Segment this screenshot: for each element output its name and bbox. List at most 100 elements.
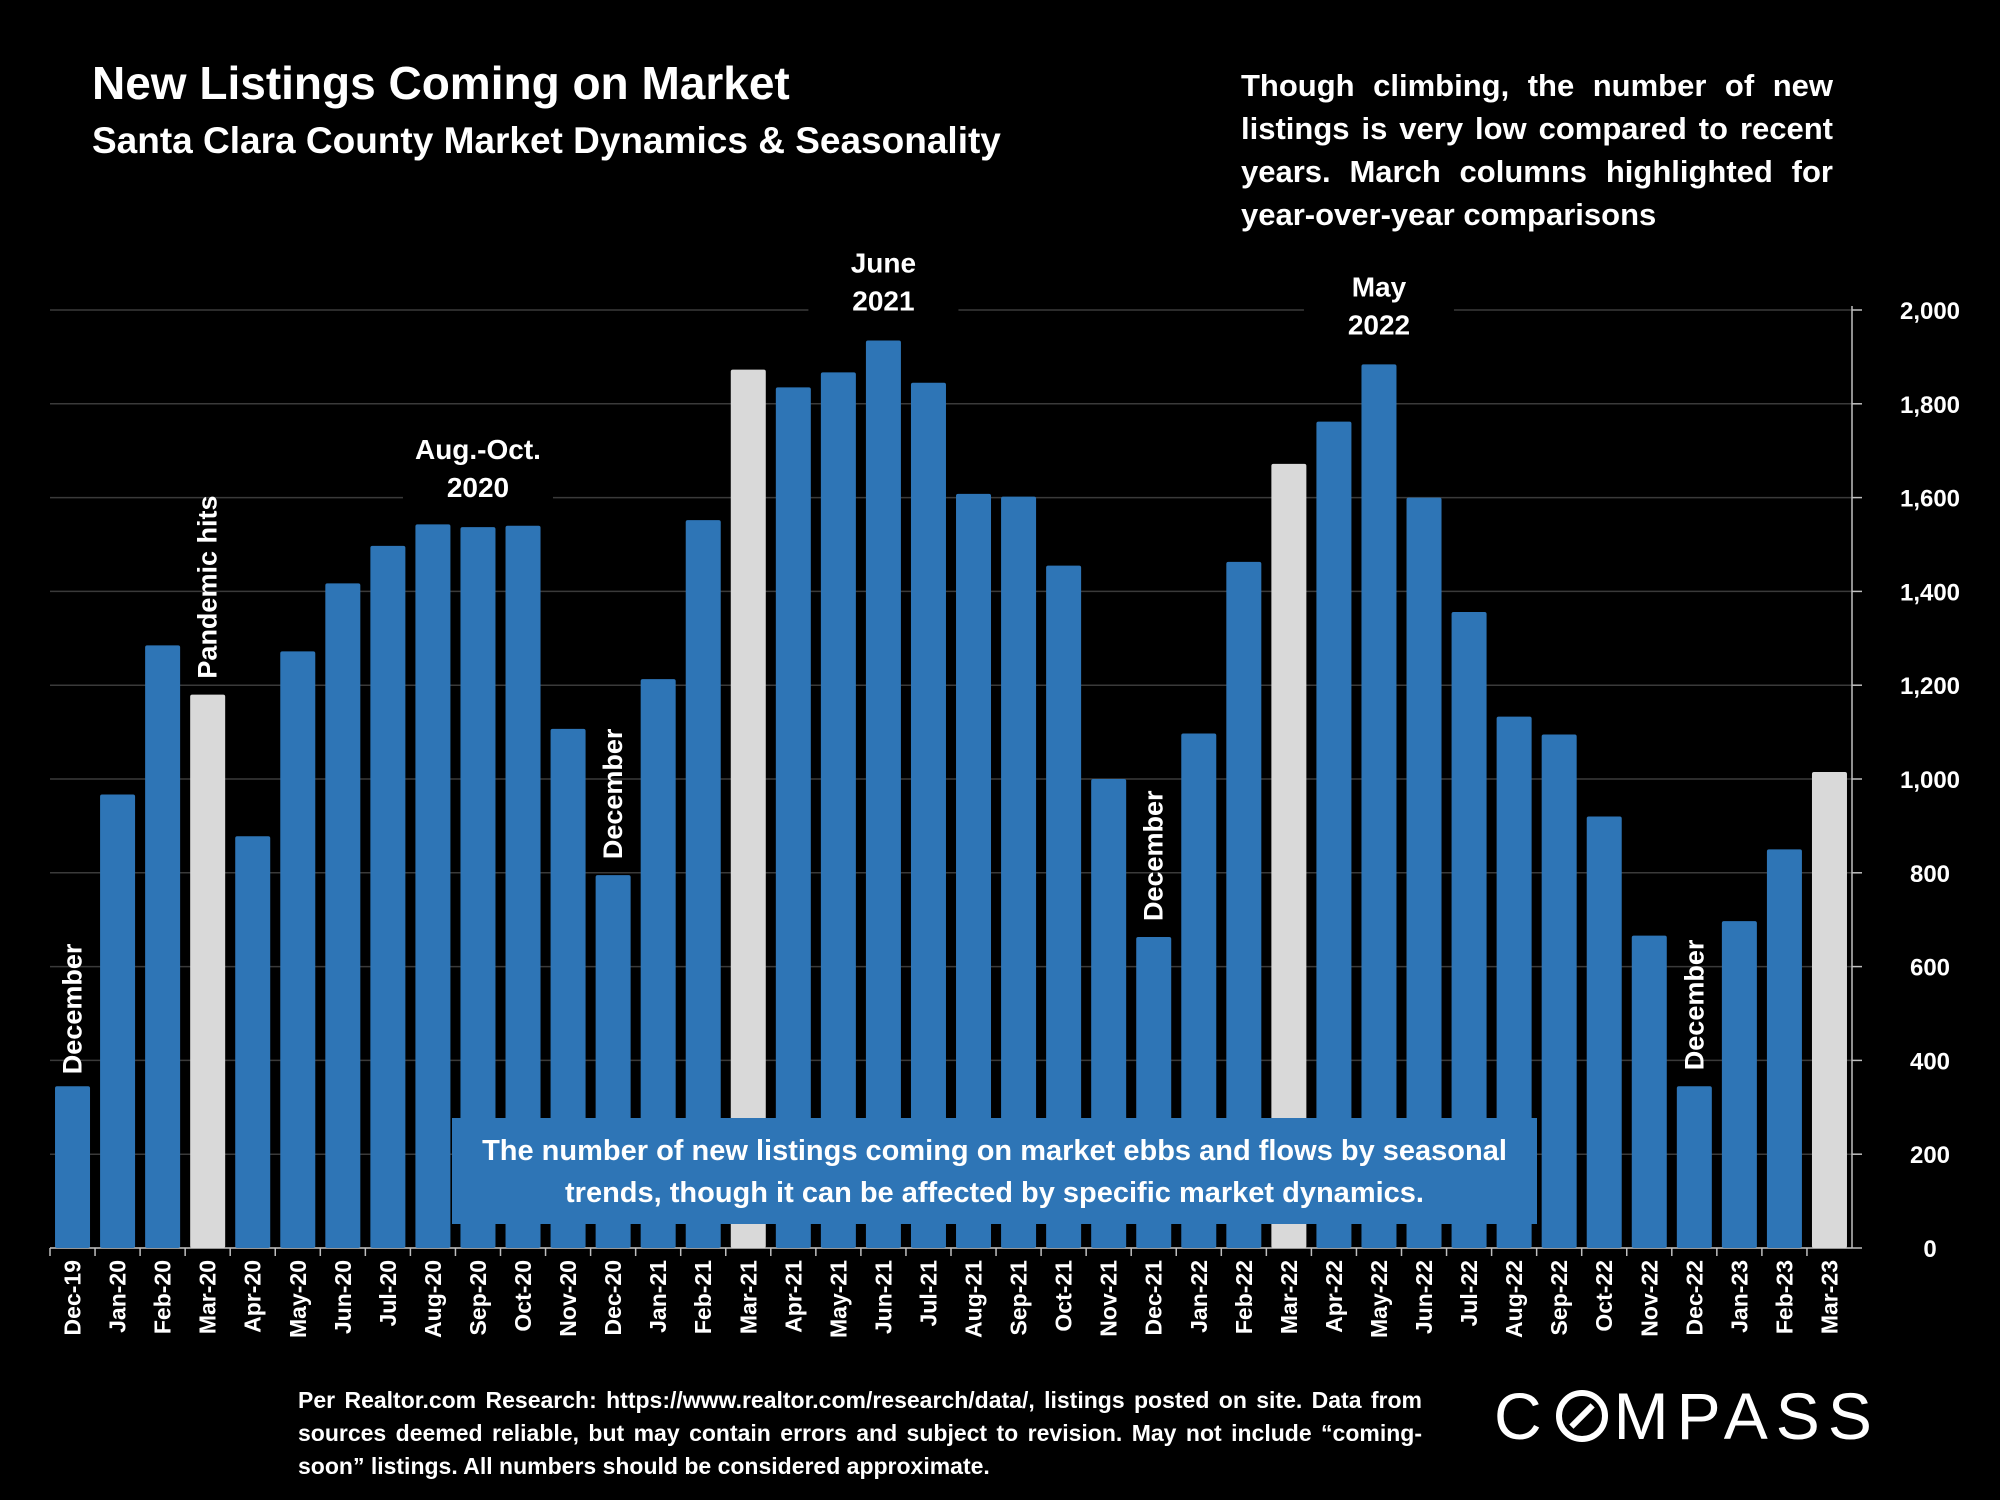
bar-sep-22	[1541, 734, 1577, 1248]
bar-may-20	[280, 651, 316, 1248]
bar-dec-22	[1676, 1086, 1712, 1248]
annotation-label: December	[1139, 790, 1169, 921]
annotation-label: June	[851, 247, 916, 278]
callout-text-line: trends, though it can be affected by spe…	[565, 1177, 1424, 1209]
x-tick-label: Aug-22	[1501, 1260, 1527, 1338]
x-tick-label: Jun-20	[330, 1260, 356, 1334]
x-tick-label: Sep-22	[1546, 1260, 1572, 1335]
x-tick-label: Jul-22	[1456, 1260, 1482, 1326]
x-tick-label: Oct-21	[1051, 1260, 1077, 1332]
annotation-label: December	[1679, 939, 1709, 1070]
bar-mar-21	[730, 369, 766, 1248]
annotation-backdrop	[402, 427, 553, 514]
x-tick-label: May-21	[825, 1260, 851, 1338]
x-tick-label: Jan-20	[105, 1260, 131, 1333]
y-tick-label: 1,400	[1900, 579, 1960, 606]
bar-jul-20	[370, 545, 406, 1248]
x-tick-label: Apr-22	[1321, 1260, 1347, 1333]
y-tick-label: 600	[1910, 955, 1950, 982]
y-tick-label: 1,600	[1900, 486, 1960, 513]
chart-note: Though climbing, the number of new listi…	[1241, 68, 1833, 232]
x-tick-label: Jun-21	[870, 1260, 896, 1334]
x-tick-label: Oct-22	[1591, 1260, 1617, 1332]
x-tick-label: Dec-22	[1681, 1260, 1707, 1335]
y-tick-label: 200	[1910, 1142, 1950, 1169]
x-tick-label: Jan-21	[645, 1260, 671, 1333]
x-tick-label: Oct-20	[510, 1260, 536, 1332]
x-tick-label: Feb-20	[150, 1260, 176, 1334]
bar-jan-20	[100, 794, 136, 1248]
x-tick-label: Nov-20	[555, 1260, 581, 1337]
bar-aug-20	[415, 524, 451, 1248]
x-tick-label: Feb-22	[1231, 1260, 1257, 1334]
annotation-backdrop	[808, 240, 959, 327]
x-tick-label: Sep-20	[465, 1260, 491, 1335]
bar-jan-23	[1721, 921, 1757, 1248]
compass-o-icon	[1555, 1390, 1608, 1442]
annotation-label: December	[58, 943, 88, 1074]
x-tick-label: Mar-22	[1276, 1260, 1302, 1334]
x-tick-label: Mar-20	[195, 1260, 221, 1334]
annotation-label: May	[1352, 271, 1407, 302]
x-tick-label: Jan-22	[1186, 1260, 1212, 1333]
source-footnote: Per Realtor.com Research: https://www.re…	[298, 1387, 1422, 1479]
x-tick-label: May-22	[1366, 1260, 1392, 1338]
bar-mar-20	[190, 694, 226, 1248]
bar-may-22	[1361, 364, 1397, 1248]
bar-may-21	[820, 372, 856, 1248]
annotation-backdrop	[1303, 264, 1454, 351]
compass-logo: C MPASS	[1494, 1379, 1880, 1453]
annotation-label: Aug.-Oct.	[415, 434, 541, 465]
bar-sep-20	[460, 527, 496, 1248]
bar-apr-21	[775, 387, 811, 1248]
x-tick-label: Jun-22	[1411, 1260, 1437, 1334]
annotation-label: 2022	[1348, 309, 1410, 340]
annotation-label: 2021	[852, 285, 914, 316]
annotation-label: 2020	[447, 472, 509, 503]
x-tick-label: Dec-19	[60, 1260, 86, 1335]
bar-oct-22	[1586, 816, 1622, 1248]
bar-feb-21	[685, 520, 721, 1248]
y-tick-label: 0	[1923, 1236, 1936, 1263]
x-tick-label: Apr-21	[780, 1260, 806, 1333]
annotation-label: Pandemic hits	[193, 496, 223, 679]
bar-mar-23	[1811, 771, 1847, 1248]
x-tick-label: May-20	[285, 1260, 311, 1338]
x-tick-label: Jan-23	[1726, 1260, 1752, 1333]
x-tick-label: Mar-23	[1816, 1260, 1842, 1334]
callout-text-line: The number of new listings coming on mar…	[482, 1135, 1507, 1167]
x-tick-label: Dec-20	[600, 1260, 626, 1335]
new-listings-bar-chart: 0 200 400 600 800 1,000 1,200 1,400 1,600 1,800 2,…	[49, 240, 1961, 1338]
y-tick-label: 800	[1910, 861, 1950, 888]
x-tick-label: Apr-20	[240, 1260, 266, 1333]
y-tick-label: 2,000	[1900, 298, 1960, 325]
y-tick-label: 1,000	[1900, 767, 1960, 794]
x-tick-label: Feb-23	[1771, 1260, 1797, 1334]
page-subtitle: Santa Clara County Market Dynamics & Sea…	[92, 120, 1001, 161]
bar-oct-21	[1046, 565, 1082, 1248]
bar-apr-20	[235, 836, 271, 1248]
x-tick-label: Jul-20	[375, 1260, 401, 1326]
bar-sep-21	[1001, 496, 1037, 1248]
x-tick-label: Jul-21	[915, 1260, 941, 1327]
bar-oct-20	[505, 525, 541, 1248]
x-tick-label: Nov-21	[1096, 1260, 1122, 1337]
x-tick-label: Nov-22	[1636, 1260, 1662, 1337]
y-tick-label: 400	[1910, 1048, 1950, 1075]
bar-apr-22	[1316, 421, 1352, 1248]
x-tick-label: Mar-21	[735, 1260, 761, 1334]
bar-jan-21	[640, 679, 676, 1248]
callout-box	[452, 1118, 1537, 1224]
bar-jun-20	[325, 583, 361, 1248]
bar-feb-23	[1766, 849, 1802, 1248]
page-title: New Listings Coming on Market	[92, 57, 790, 109]
bar-jun-21	[865, 340, 901, 1248]
x-tick-label: Aug-20	[420, 1260, 446, 1338]
annotation-label: December	[598, 728, 628, 859]
bar-feb-22	[1226, 561, 1262, 1248]
bar-jul-21	[910, 382, 946, 1248]
bar-jul-22	[1451, 612, 1487, 1248]
bar-nov-22	[1631, 935, 1667, 1248]
x-tick-label: Sep-21	[1006, 1260, 1032, 1336]
y-tick-label: 1,200	[1900, 673, 1960, 700]
